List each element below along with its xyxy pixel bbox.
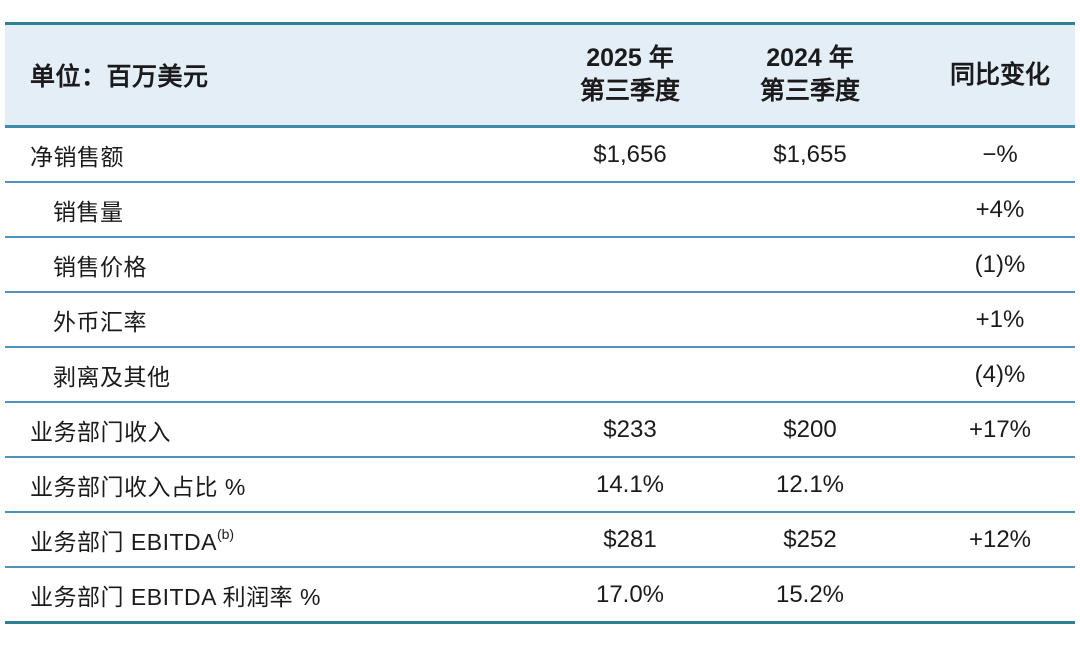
- row-segment-ebitda-margin: 业务部门 EBITDA 利润率 % 17.0% 15.2%: [5, 568, 1075, 621]
- column-header-q3-2024-year: 2024 年: [766, 44, 854, 72]
- row-segment-income-percent: 业务部门收入占比 % 14.1% 12.1%: [5, 458, 1075, 513]
- column-header-q3-2025-quarter: 第三季度: [579, 77, 680, 105]
- value-q3-2025: $1,656: [593, 140, 667, 168]
- value-yoy-change: +12%: [968, 525, 1032, 553]
- row-selling-price: 销售价格 (1)%: [5, 238, 1075, 293]
- value-q3-2025: $281: [603, 525, 657, 553]
- column-header-q3-2025-year: 2025 年: [586, 44, 674, 72]
- row-label: 业务部门收入占比 %: [30, 473, 246, 500]
- table-header-row: 单位：百万美元 2025 年 第三季度 2024 年 第三季度 同比变化: [5, 25, 1075, 128]
- row-label: 业务部门收入: [30, 418, 171, 445]
- value-yoy-change: (4)%: [974, 360, 1026, 388]
- value-q3-2025: $233: [603, 415, 657, 443]
- column-header-yoy-change: 同比变化: [949, 60, 1050, 89]
- row-label: 销售价格: [53, 253, 147, 280]
- row-label: 外币汇率: [53, 308, 147, 335]
- value-q3-2024: 12.1%: [775, 470, 845, 498]
- unit-label: 单位：百万美元: [30, 63, 209, 91]
- value-q3-2024: 15.2%: [775, 580, 845, 608]
- row-segment-ebitda: 业务部门 EBITDA(b) $281 $252 +12%: [5, 513, 1075, 568]
- value-q3-2024: $1,655: [773, 140, 847, 168]
- row-label-text: 业务部门 EBITDA: [30, 528, 217, 555]
- footnote-marker-b: (b): [216, 525, 235, 542]
- value-q3-2025: 14.1%: [595, 470, 665, 498]
- segment-financial-results-table: 单位：百万美元 2025 年 第三季度 2024 年 第三季度 同比变化 净销售…: [5, 22, 1075, 624]
- column-header-q3-2025: 2025 年 第三季度: [510, 42, 735, 108]
- column-header-q3-2024-quarter: 第三季度: [759, 77, 860, 105]
- row-label: 净销售额: [30, 143, 124, 170]
- value-q3-2024: $200: [783, 415, 837, 443]
- column-header-q3-2024: 2024 年 第三季度: [735, 42, 885, 108]
- row-sales-volume: 销售量 +4%: [5, 183, 1075, 238]
- value-yoy-change: (1)%: [974, 250, 1026, 278]
- row-segment-income: 业务部门收入 $233 $200 +17%: [5, 403, 1075, 458]
- row-label: 业务部门 EBITDA 利润率 %: [30, 583, 321, 610]
- row-label: 销售量: [53, 198, 124, 225]
- value-yoy-change: +1%: [975, 305, 1025, 333]
- row-label: 业务部门 EBITDA(b): [5, 523, 510, 557]
- row-label: 剥离及其他: [53, 363, 171, 390]
- value-yoy-change: −%: [982, 140, 1018, 168]
- value-q3-2024: $252: [783, 525, 837, 553]
- value-yoy-change: +4%: [975, 195, 1025, 223]
- value-yoy-change: +17%: [968, 415, 1032, 443]
- row-net-sales: 净销售额 $1,656 $1,655 −%: [5, 128, 1075, 183]
- row-divestitures-other: 剥离及其他 (4)%: [5, 348, 1075, 403]
- value-q3-2025: 17.0%: [595, 580, 665, 608]
- row-foreign-currency: 外币汇率 +1%: [5, 293, 1075, 348]
